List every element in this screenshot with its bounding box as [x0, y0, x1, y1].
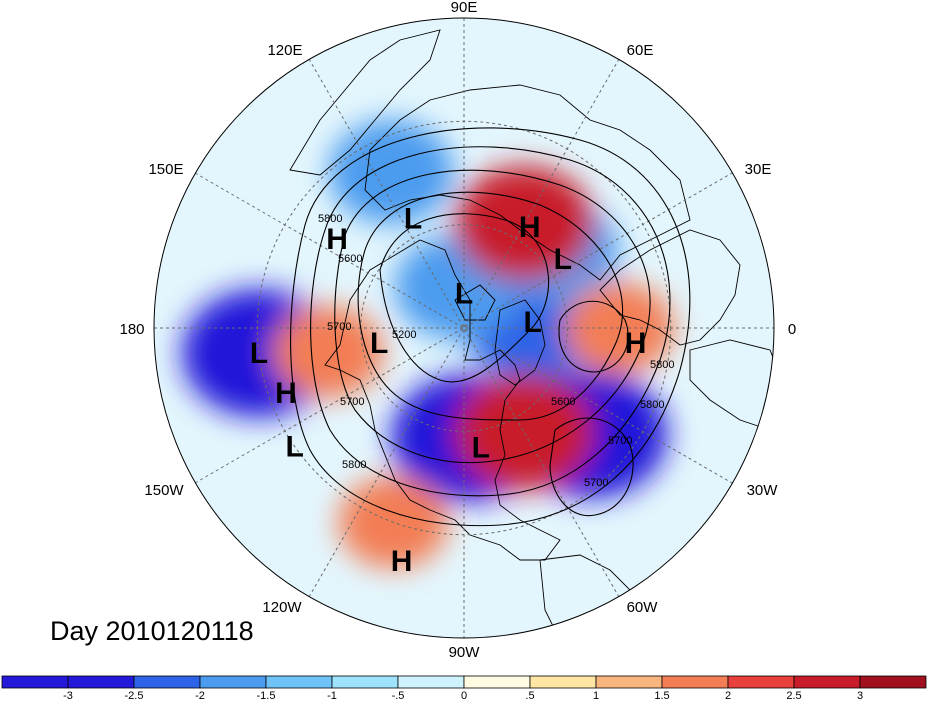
contour-5400 [357, 191, 624, 421]
contour-label: 5700 [584, 477, 608, 489]
contour-label: 5800 [650, 359, 674, 371]
lon-label-0: 0 [788, 321, 796, 338]
contour-label: 5600 [551, 396, 575, 408]
colorbar-swatch [661, 675, 729, 689]
colorbar-swatch [727, 675, 795, 689]
low-pressure-label: L [404, 203, 422, 236]
colorbar-tick-label: -1.5 [257, 690, 276, 702]
low-pressure-label: L [286, 431, 304, 464]
coastline-north-america [324, 239, 561, 561]
colorbar-tick-label: 0 [461, 690, 467, 702]
colorbar-tick-label: .5 [525, 690, 534, 702]
coastline-greenland [494, 299, 546, 386]
anomaly-blob [328, 119, 454, 224]
colorbar-tick-label: -1 [327, 690, 337, 702]
colorbar-tick-label: 3 [857, 690, 863, 702]
colorbar-tick-label: 2.5 [786, 690, 801, 702]
high-pressure-label: H [326, 223, 348, 256]
colorbar-tick-label: -2 [195, 690, 205, 702]
colorbar-swatch [67, 675, 135, 689]
lon-label-180: 180 [119, 321, 144, 338]
contour-label: 5700 [608, 435, 632, 447]
colorbar-swatch [331, 675, 399, 689]
colorbar-tick-label: -.5 [392, 690, 405, 702]
contour-5200 [379, 213, 550, 383]
lon-label-90w: 90W [449, 644, 481, 661]
high-pressure-label: H [625, 327, 647, 360]
contour-5600 [334, 169, 651, 464]
low-pressure-label: L [554, 243, 572, 276]
contour-label: 5200 [392, 329, 416, 341]
anomaly-blob [273, 305, 384, 398]
colorbar-tick-label: -2.5 [125, 690, 144, 702]
meridian-150w-30e [194, 172, 733, 484]
contour-trough-europe [558, 300, 629, 373]
contour-label: 5800 [640, 399, 664, 411]
coastline-europe [599, 229, 741, 346]
colorbar-swatch [595, 675, 663, 689]
anomaly-blob [454, 165, 594, 282]
high-pressure-label: H [391, 545, 413, 578]
contour-label: 5700 [327, 321, 351, 333]
map-boundary [153, 17, 775, 639]
height-contours [290, 127, 691, 527]
colorbar: -3 -2.5 -2 -1.5 -1 -.5 0 .5 1 1.5 2 2.5 3 [1, 675, 927, 702]
colorbar-swatch [397, 675, 465, 689]
high-pressure-label: H [519, 211, 541, 244]
lon-label-120e: 120E [267, 42, 302, 59]
low-pressure-label: L [370, 327, 388, 360]
contour-label: 5800 [342, 459, 366, 471]
contour-label: 5800 [318, 213, 342, 225]
colorbar-tick-label: 2 [725, 690, 731, 702]
colorbar-tick-label: 1.5 [654, 690, 669, 702]
low-pressure-label: L [455, 278, 473, 311]
lon-label-60e: 60E [627, 42, 654, 59]
lon-label-60w: 60W [627, 599, 659, 616]
contour-trough-atlantic [549, 417, 634, 517]
colorbar-swatch [133, 675, 201, 689]
colorbar-swatch [793, 675, 861, 689]
contour-label: 5600 [338, 253, 362, 265]
contour-label: 5700 [340, 396, 364, 408]
high-pressure-label: H [275, 377, 297, 410]
contour-5700 [310, 146, 671, 497]
day-label: Day 2010120118 [50, 616, 254, 646]
colorbar-swatch [529, 675, 597, 689]
colorbar-swatch [265, 675, 333, 689]
colorbar-swatch [859, 675, 927, 689]
longitude-labels: 90E 60E 30E 0 30W 60W 90W 120W 150W 180 … [119, 0, 796, 661]
low-pressure-label: L [523, 306, 541, 339]
lon-label-30e: 30E [745, 161, 772, 178]
coastline-east-asia [289, 29, 441, 176]
colorbar-tick-label: -3 [63, 690, 73, 702]
lon-label-120w: 120W [262, 599, 302, 616]
colorbar-swatch [463, 675, 531, 689]
low-pressure-label: L [250, 337, 268, 370]
coastline-arctic-islands [454, 284, 496, 321]
low-pressure-label: L [472, 431, 490, 464]
contour-5800 [290, 127, 691, 527]
map-disk: 5800 5600 5700 5200 5700 5800 5600 5800 … [154, 18, 774, 638]
lon-label-150e: 150E [148, 161, 183, 178]
meridian-150e-30w [194, 172, 733, 484]
colorbar-tick-label: 1 [593, 690, 599, 702]
lon-label-150w: 150W [144, 482, 184, 499]
colorbar-swatch [1, 675, 69, 689]
lon-label-30w: 30W [747, 482, 779, 499]
lon-label-90e: 90E [451, 0, 478, 16]
colorbar-swatch [199, 675, 267, 689]
contour-labels: 5800 5600 5700 5200 5700 5800 5600 5800 … [318, 213, 674, 489]
meridian-120w-60e [308, 58, 620, 598]
